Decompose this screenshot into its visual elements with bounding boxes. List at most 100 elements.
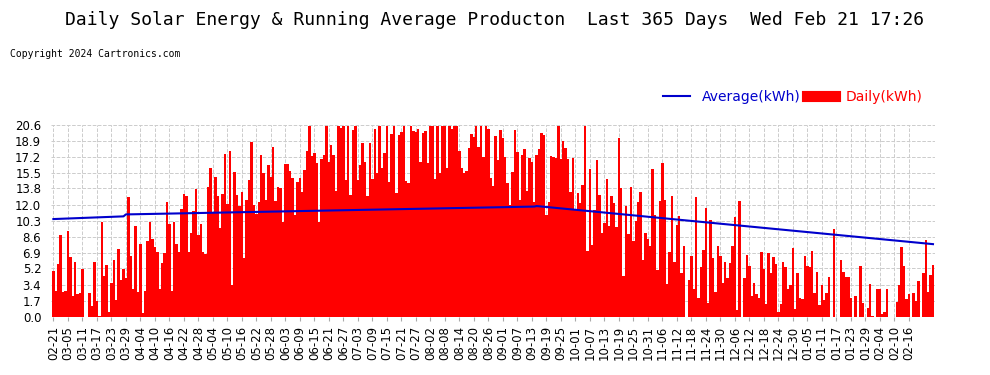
Bar [598, 195, 601, 316]
Bar [267, 165, 269, 316]
Bar [125, 278, 127, 316]
Bar [168, 224, 170, 316]
Bar [135, 226, 137, 316]
Bar [422, 133, 425, 316]
Bar [529, 158, 531, 316]
Bar [415, 132, 417, 316]
Bar [364, 162, 366, 316]
Bar [257, 202, 260, 316]
Bar [76, 294, 79, 316]
Bar [531, 162, 533, 316]
Bar [108, 312, 110, 316]
Bar [849, 298, 852, 316]
Bar [54, 291, 57, 316]
Bar [153, 247, 156, 316]
Bar [306, 151, 308, 316]
Bar [346, 126, 349, 316]
Bar [519, 200, 521, 316]
Bar [770, 273, 772, 316]
Bar [412, 130, 415, 316]
Bar [349, 195, 351, 316]
Bar [828, 277, 831, 316]
Bar [113, 260, 115, 316]
Bar [707, 303, 710, 316]
Bar [727, 278, 729, 316]
Bar [823, 300, 826, 316]
Bar [697, 298, 700, 316]
Bar [351, 129, 354, 316]
Bar [571, 158, 574, 316]
Bar [175, 244, 178, 316]
Bar [653, 215, 656, 316]
Bar [185, 196, 187, 316]
Bar [591, 246, 593, 316]
Bar [187, 252, 190, 316]
Bar [338, 126, 340, 316]
Bar [809, 267, 811, 316]
Bar [52, 271, 54, 316]
Bar [507, 183, 509, 316]
Bar [323, 156, 326, 316]
Bar [576, 193, 579, 316]
Bar [439, 173, 442, 316]
Bar [294, 215, 296, 316]
Bar [472, 137, 475, 316]
Bar [147, 241, 148, 316]
Bar [683, 246, 685, 316]
Bar [509, 206, 511, 316]
Bar [688, 280, 690, 316]
Bar [922, 273, 925, 316]
Bar [516, 152, 519, 316]
Bar [557, 126, 559, 316]
Bar [437, 126, 439, 316]
Bar [57, 264, 59, 316]
Text: Daily Solar Energy & Running Average Producton  Last 365 Days  Wed Feb 21 17:26: Daily Solar Energy & Running Average Pro… [65, 11, 925, 29]
Bar [666, 284, 668, 316]
Bar [455, 126, 458, 316]
Bar [700, 267, 702, 316]
Bar [675, 225, 678, 316]
Bar [378, 126, 381, 316]
Bar [702, 250, 705, 316]
Bar [690, 256, 693, 316]
Bar [603, 223, 606, 316]
Bar [468, 148, 470, 316]
Bar [913, 293, 915, 316]
Bar [900, 247, 903, 316]
Bar [550, 156, 552, 316]
Bar [222, 194, 224, 316]
Bar [246, 200, 248, 316]
Bar [918, 281, 920, 316]
Bar [373, 129, 376, 316]
Bar [511, 171, 514, 316]
Bar [876, 290, 878, 316]
Bar [463, 173, 465, 316]
Bar [750, 296, 753, 316]
Bar [494, 136, 497, 316]
Bar [732, 246, 734, 316]
Bar [132, 289, 135, 316]
Bar [66, 231, 69, 316]
Bar [833, 229, 836, 316]
Bar [543, 135, 545, 316]
Bar [898, 285, 900, 316]
Bar [722, 283, 724, 316]
Bar [158, 289, 161, 316]
Bar [395, 194, 398, 316]
Bar [656, 270, 658, 316]
Bar [724, 262, 727, 316]
Bar [878, 289, 881, 316]
Bar [842, 272, 844, 316]
Bar [497, 160, 499, 316]
Bar [792, 248, 794, 316]
Bar [847, 278, 849, 316]
Bar [814, 293, 816, 316]
Bar [93, 262, 96, 316]
Bar [429, 126, 432, 316]
Bar [712, 258, 715, 316]
Bar [197, 235, 200, 316]
Bar [826, 292, 828, 316]
Bar [296, 182, 299, 316]
Bar [521, 155, 524, 316]
Bar [265, 200, 267, 316]
